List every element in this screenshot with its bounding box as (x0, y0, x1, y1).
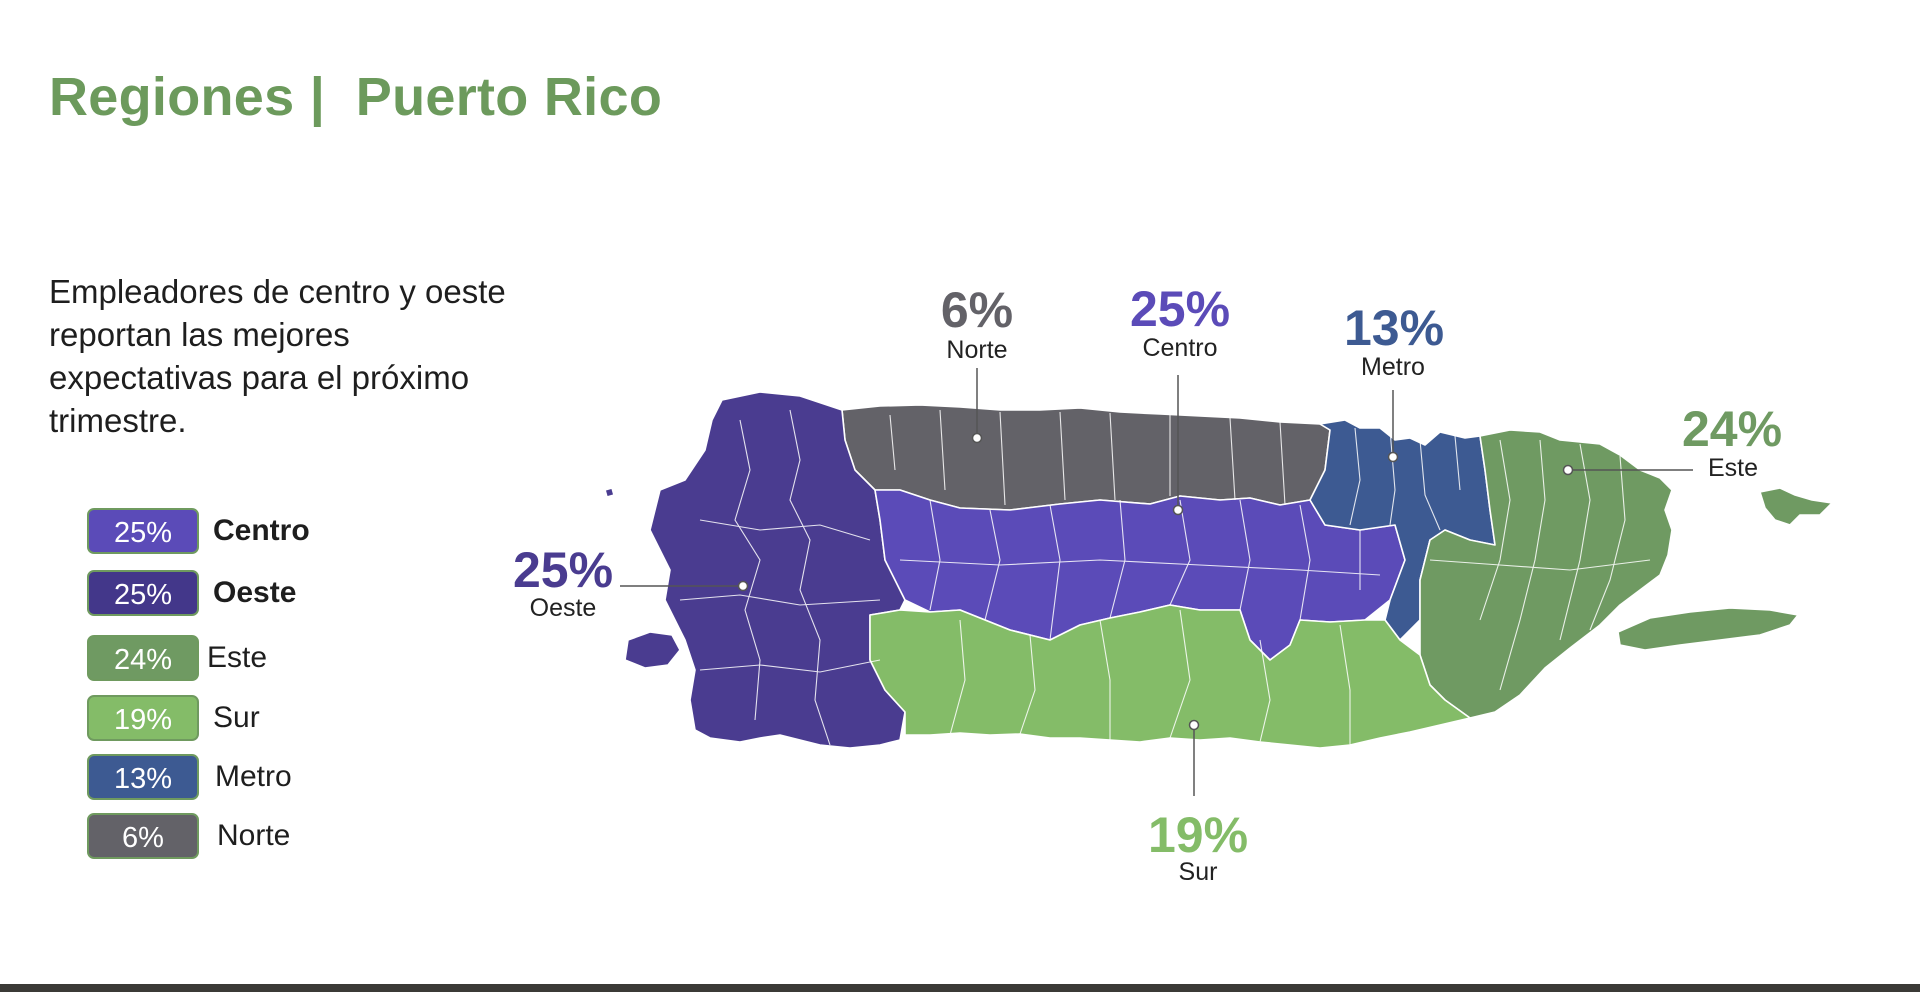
legend-item-sur: 19% Sur (87, 695, 487, 743)
island-desecheo (604, 487, 615, 498)
legend-label-centro: Centro (213, 514, 310, 547)
callout-metro: 13% Metro (1344, 300, 1444, 463)
legend-chip-oeste: 25% (87, 570, 199, 616)
legend-chip-metro: 13% (87, 754, 199, 800)
callout-centro-name: Centro (1142, 334, 1217, 362)
callout-oeste-name: Oeste (530, 594, 597, 622)
callout-oeste-pct: 25% (513, 542, 613, 598)
callout-metro-pct: 13% (1344, 300, 1444, 356)
legend-chip-sur: 19% (87, 695, 199, 741)
callout-oeste: 25% Oeste (513, 542, 749, 622)
legend-item-metro: 13% Metro (87, 754, 487, 802)
summary-text: Empleadores de centro y oeste reportan l… (49, 273, 506, 439)
island-mona (624, 631, 681, 669)
callout-centro: 25% Centro (1130, 281, 1230, 516)
region-este (1419, 429, 1673, 719)
legend-item-norte: 6% Norte (87, 813, 487, 861)
island-vieques (1617, 607, 1799, 651)
legend-item-centro: 25% Centro (87, 508, 487, 556)
callout-sur: 19% Sur (1148, 719, 1248, 886)
callout-metro-name: Metro (1361, 353, 1425, 381)
region-sur (869, 604, 1471, 749)
callout-este-pct: 24% (1682, 401, 1782, 457)
callout-sur-pct: 19% (1148, 807, 1248, 863)
callout-norte: 6% Norte (941, 282, 1013, 444)
page-title: Regiones | Puerto Rico (49, 67, 663, 127)
callout-este-name: Este (1708, 454, 1758, 482)
legend-chip-norte: 6% (87, 813, 199, 859)
legend-label-metro: Metro (215, 760, 292, 793)
legend-label-norte: Norte (217, 819, 291, 852)
island-culebra (1759, 487, 1833, 526)
callout-este: 24% Este (1562, 401, 1782, 482)
bottom-edge-strip (0, 984, 1920, 992)
callout-norte-name: Norte (946, 336, 1007, 364)
legend-label-sur: Sur (213, 701, 260, 734)
legend-item-este: 24% Este (87, 635, 487, 683)
legend-label-este: Este (207, 641, 268, 674)
callout-norte-pct: 6% (941, 282, 1013, 338)
region-oeste (649, 391, 906, 749)
legend-item-oeste: 25% Oeste (87, 570, 487, 618)
municipality-lines (679, 409, 1651, 746)
callout-sur-name: Sur (1179, 858, 1218, 886)
legend-chip-centro: 25% (87, 508, 199, 554)
callout-centro-pct: 25% (1130, 281, 1230, 337)
legend-label-oeste: Oeste (213, 576, 297, 609)
legend-chip-este: 24% (87, 635, 199, 681)
